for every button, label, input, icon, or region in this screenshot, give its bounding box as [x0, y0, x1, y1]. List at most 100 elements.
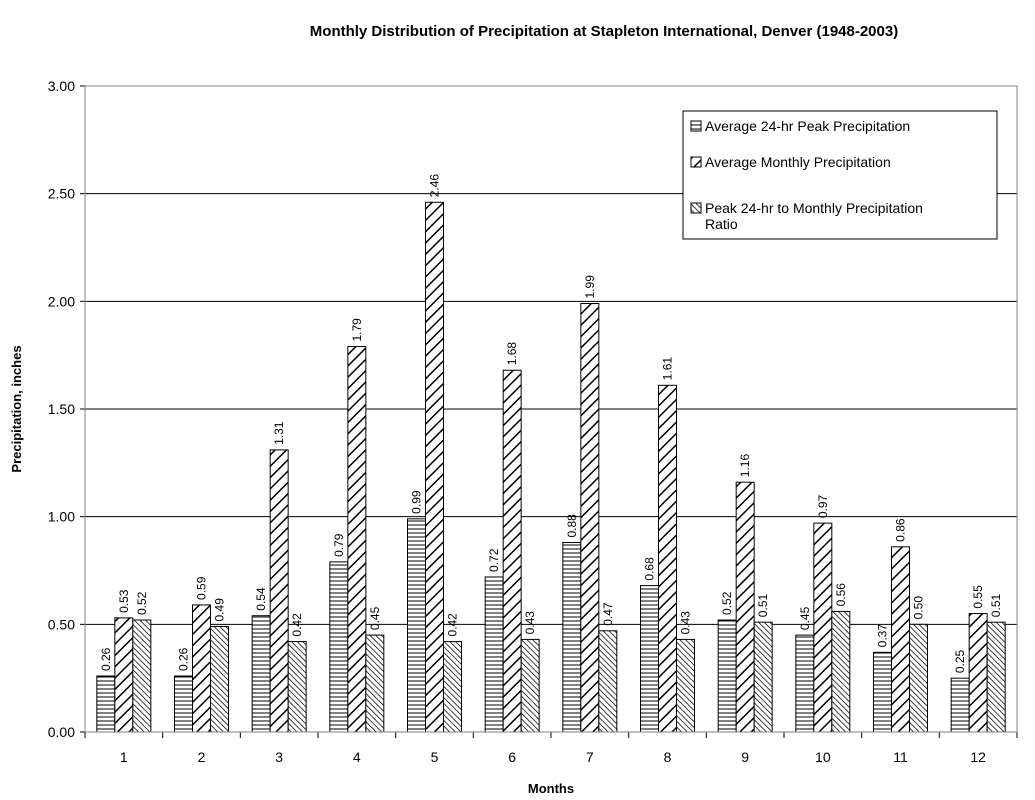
data-label: 0.26: [177, 647, 191, 671]
data-label: 0.72: [487, 548, 501, 572]
x-tick-label: 8: [664, 749, 672, 765]
bar-series-1-month-5: [407, 518, 426, 733]
data-labels: 0.26 0.53 0.52 0.26 0.59 0.49 0.54 1.31 0.42 0.79…: [99, 174, 1003, 674]
data-label: 1.68: [505, 342, 519, 366]
data-label: 0.52: [135, 591, 149, 615]
y-tick-label: 1.50: [48, 401, 75, 417]
x-axis-title: Months: [528, 781, 574, 796]
data-label: 1.61: [661, 357, 675, 381]
data-label: 0.79: [332, 533, 346, 557]
bar-series-3-month-9: [753, 621, 773, 733]
bars: [96, 201, 1006, 733]
data-label: 0.52: [720, 591, 734, 615]
bar-series-3-month-1: [132, 619, 152, 733]
x-tick-label: 3: [275, 749, 283, 765]
data-label: 0.43: [523, 611, 537, 635]
y-tick-label: 1.00: [48, 509, 75, 525]
data-label: 0.53: [117, 589, 131, 613]
bar-series-3-month-3: [287, 641, 307, 733]
bar-series-1-month-7: [562, 542, 582, 733]
x-tick-label: 9: [741, 749, 749, 765]
bar-series-1-month-6: [484, 576, 504, 733]
bar-series-3-month-6: [520, 638, 540, 733]
x-tick-label: 7: [586, 749, 594, 765]
data-label: 0.86: [894, 518, 908, 542]
x-tick-label: 5: [431, 749, 439, 765]
legend-label-ratio: Peak 24-hr to Monthly Precipitation Rati…: [705, 200, 927, 232]
x-tick-label: 11: [893, 749, 908, 765]
data-label: 1.31: [272, 421, 286, 445]
bar-series-1-month-1: [96, 675, 116, 733]
bar-series-2-month-1: [114, 617, 134, 733]
bar-series-1-month-3: [251, 615, 271, 733]
bar-series-3-month-2: [210, 625, 229, 733]
data-label: 0.49: [213, 598, 227, 622]
y-tick-label: 2.50: [48, 186, 75, 202]
data-label: 0.51: [756, 593, 770, 617]
x-tick-label: 1: [120, 749, 128, 765]
legend-box: [682, 110, 998, 240]
bar-series-2-month-5: [425, 201, 444, 733]
legend-label-peak: Average 24-hr Peak Precipitation: [705, 118, 910, 134]
data-label: 0.25: [953, 649, 967, 673]
y-tick-label: 0.00: [48, 724, 75, 740]
legend-swatch-monthly: [690, 156, 702, 168]
bar-series-2-month-3: [269, 449, 289, 733]
data-label: 0.54: [254, 587, 268, 611]
x-tick-label: 10: [815, 749, 831, 765]
bar-series-3-month-8: [676, 638, 695, 733]
data-label: 0.50: [912, 596, 926, 620]
x-tick-label: 4: [353, 749, 361, 765]
y-tick-label: 2.00: [48, 293, 75, 309]
y-axis-ticks: 0.00 0.50 1.00 1.50 2.00 2.50 3.00: [48, 78, 85, 740]
bar-series-1-month-9: [717, 619, 737, 733]
bar-series-2-month-9: [735, 481, 755, 733]
x-tick-label: 2: [198, 749, 206, 765]
y-tick-label: 0.50: [48, 616, 75, 632]
data-label: 0.68: [643, 557, 657, 581]
bar-series-2-month-12: [968, 613, 988, 733]
grid: [85, 193, 1017, 625]
bar-series-2-month-10: [813, 522, 833, 733]
bar-series-1-month-2: [174, 675, 193, 733]
data-label: 0.56: [834, 583, 848, 607]
bar-series-2-month-8: [658, 384, 677, 733]
x-axis-ticks: 1 2 3 4 5 6 7 8 9 10 11 12: [84, 732, 1018, 765]
bar-series-3-month-4: [365, 634, 385, 733]
legend-swatch-ratio: [690, 202, 702, 214]
data-label: 0.37: [876, 624, 890, 648]
x-tick-label: 6: [508, 749, 516, 765]
data-label: 0.26: [99, 647, 113, 671]
x-tick-label: 12: [970, 749, 986, 765]
data-label: 0.99: [410, 490, 424, 514]
bar-series-3-month-5: [443, 641, 462, 733]
bar-series-1-month-11: [873, 651, 892, 733]
bar-series-1-month-8: [640, 585, 659, 733]
bar-series-1-month-4: [329, 561, 349, 733]
bar-series-1-month-10: [795, 634, 815, 733]
bar-series-3-month-10: [831, 610, 851, 733]
bar-series-3-month-7: [598, 630, 618, 733]
chart-title: Monthly Distribution of Precipitation at…: [310, 23, 898, 40]
bar-series-2-month-4: [347, 346, 367, 733]
data-label: 1.99: [583, 275, 597, 299]
data-label: 0.42: [290, 613, 304, 637]
y-axis-title: Precipitation, inches: [9, 345, 24, 472]
bar-series-2-month-6: [502, 369, 522, 733]
bar-series-1-month-12: [950, 677, 970, 733]
data-label: 1.79: [350, 318, 364, 342]
data-label: 0.45: [798, 606, 812, 630]
data-label: 0.88: [565, 514, 579, 538]
legend: Average 24-hr Peak Precipitation Average…: [682, 110, 998, 240]
bar-series-3-month-11: [909, 623, 928, 733]
data-label: 0.42: [446, 613, 460, 637]
y-tick-label: 3.00: [48, 78, 75, 94]
data-label: 0.97: [816, 494, 830, 518]
data-label: 0.47: [601, 602, 615, 626]
legend-label-monthly: Average Monthly Precipitation: [705, 154, 891, 170]
data-label: 0.43: [679, 611, 693, 635]
data-label: 0.55: [971, 585, 985, 609]
bar-series-3-month-12: [986, 621, 1006, 733]
bar-series-2-month-11: [891, 546, 910, 733]
